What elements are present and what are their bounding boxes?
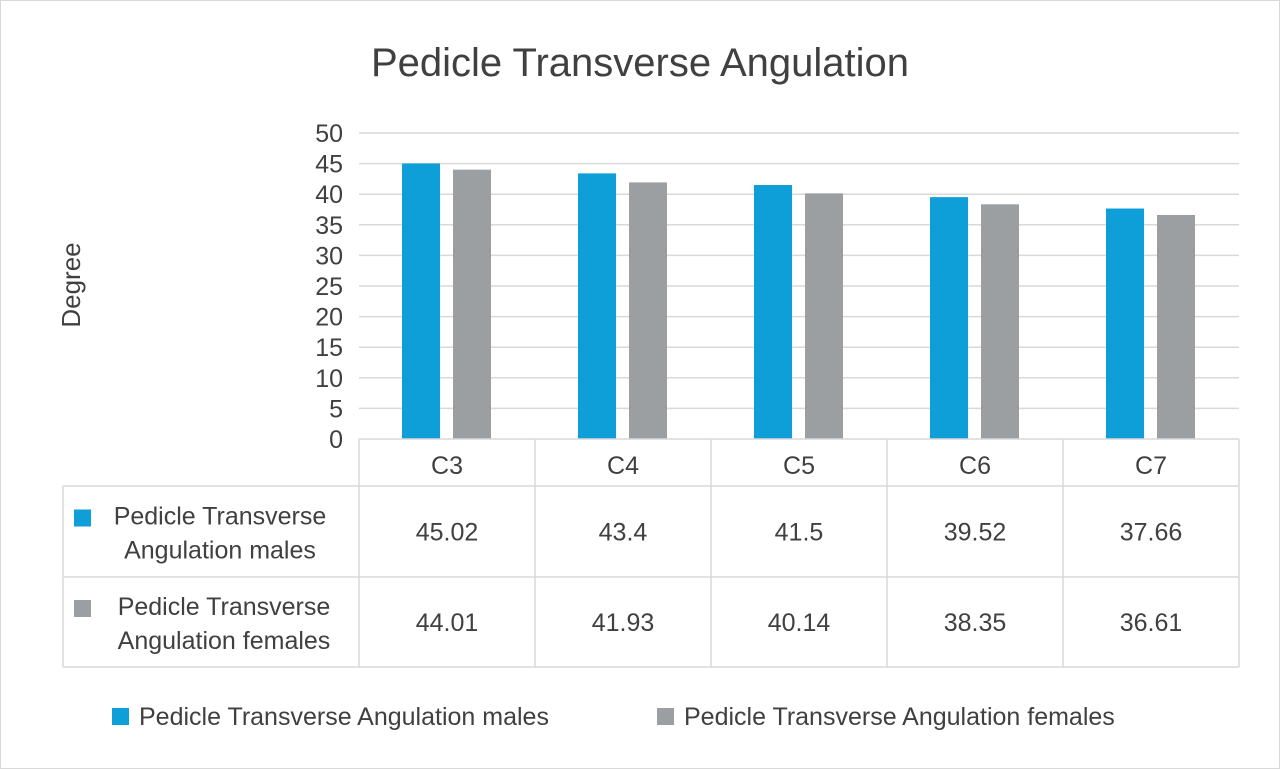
row-label: Pedicle Transverse: [114, 503, 327, 531]
data-label: 38.35: [944, 609, 1007, 637]
row-legend-key: [74, 600, 91, 617]
x-tick-label: C6: [959, 452, 991, 480]
row-label: Angulation males: [124, 537, 316, 565]
bar: [1106, 208, 1144, 439]
bar: [629, 182, 667, 439]
y-tick-label: 0: [329, 426, 343, 454]
data-label: 41.5: [775, 519, 824, 547]
bar: [578, 173, 616, 439]
row-legend-key: [74, 509, 91, 527]
bar: [453, 169, 491, 439]
data-label: 43.4: [599, 519, 648, 547]
data-label: 37.66: [1120, 519, 1183, 547]
data-label: 44.01: [416, 609, 479, 637]
legend-label: Pedicle Transverse Angulation males: [139, 703, 549, 731]
y-axis-label: Degree: [56, 242, 86, 327]
bar: [1157, 214, 1195, 439]
y-tick-label: 15: [315, 334, 343, 362]
bar: [930, 197, 968, 439]
bar: [402, 163, 440, 439]
y-tick-label: 20: [315, 304, 343, 332]
data-label: 40.14: [768, 609, 831, 637]
x-tick-label: C3: [431, 452, 463, 480]
bar: [981, 204, 1019, 439]
legend-label: Pedicle Transverse Angulation females: [684, 703, 1115, 731]
x-tick-label: C5: [783, 452, 815, 480]
data-table: C3 C4 C5 C6 C7 Pedicle Transverse Angulation m…: [62, 438, 1240, 668]
gridlines: [359, 132, 1239, 410]
y-tick-label: 5: [329, 395, 343, 423]
y-tick-label: 45: [315, 151, 343, 179]
data-label: 41.93: [592, 609, 655, 637]
x-tick-label: C7: [1135, 452, 1167, 480]
legend: Pedicle Transverse Angulation males Pedic…: [112, 703, 1115, 731]
bars: [402, 163, 1195, 439]
x-tick-label: C4: [607, 452, 639, 480]
y-tick-label: 25: [315, 273, 343, 301]
bar: [805, 193, 843, 439]
data-label: 39.52: [944, 519, 1007, 547]
bar: [754, 185, 792, 439]
legend-key: [657, 708, 674, 725]
y-tick-label: 40: [315, 181, 343, 209]
row-label: Pedicle Transverse: [118, 593, 331, 621]
row-label: Angulation females: [118, 627, 331, 655]
y-tick-label: 30: [315, 242, 343, 270]
data-label: 36.61: [1120, 609, 1183, 637]
y-tick-label: 35: [315, 212, 343, 240]
chart-title: Pedicle Transverse Angulation: [371, 41, 909, 85]
y-tick-label: 10: [315, 365, 343, 393]
y-tick-label: 50: [315, 120, 343, 148]
legend-key: [112, 708, 129, 725]
data-label: 45.02: [416, 519, 479, 547]
